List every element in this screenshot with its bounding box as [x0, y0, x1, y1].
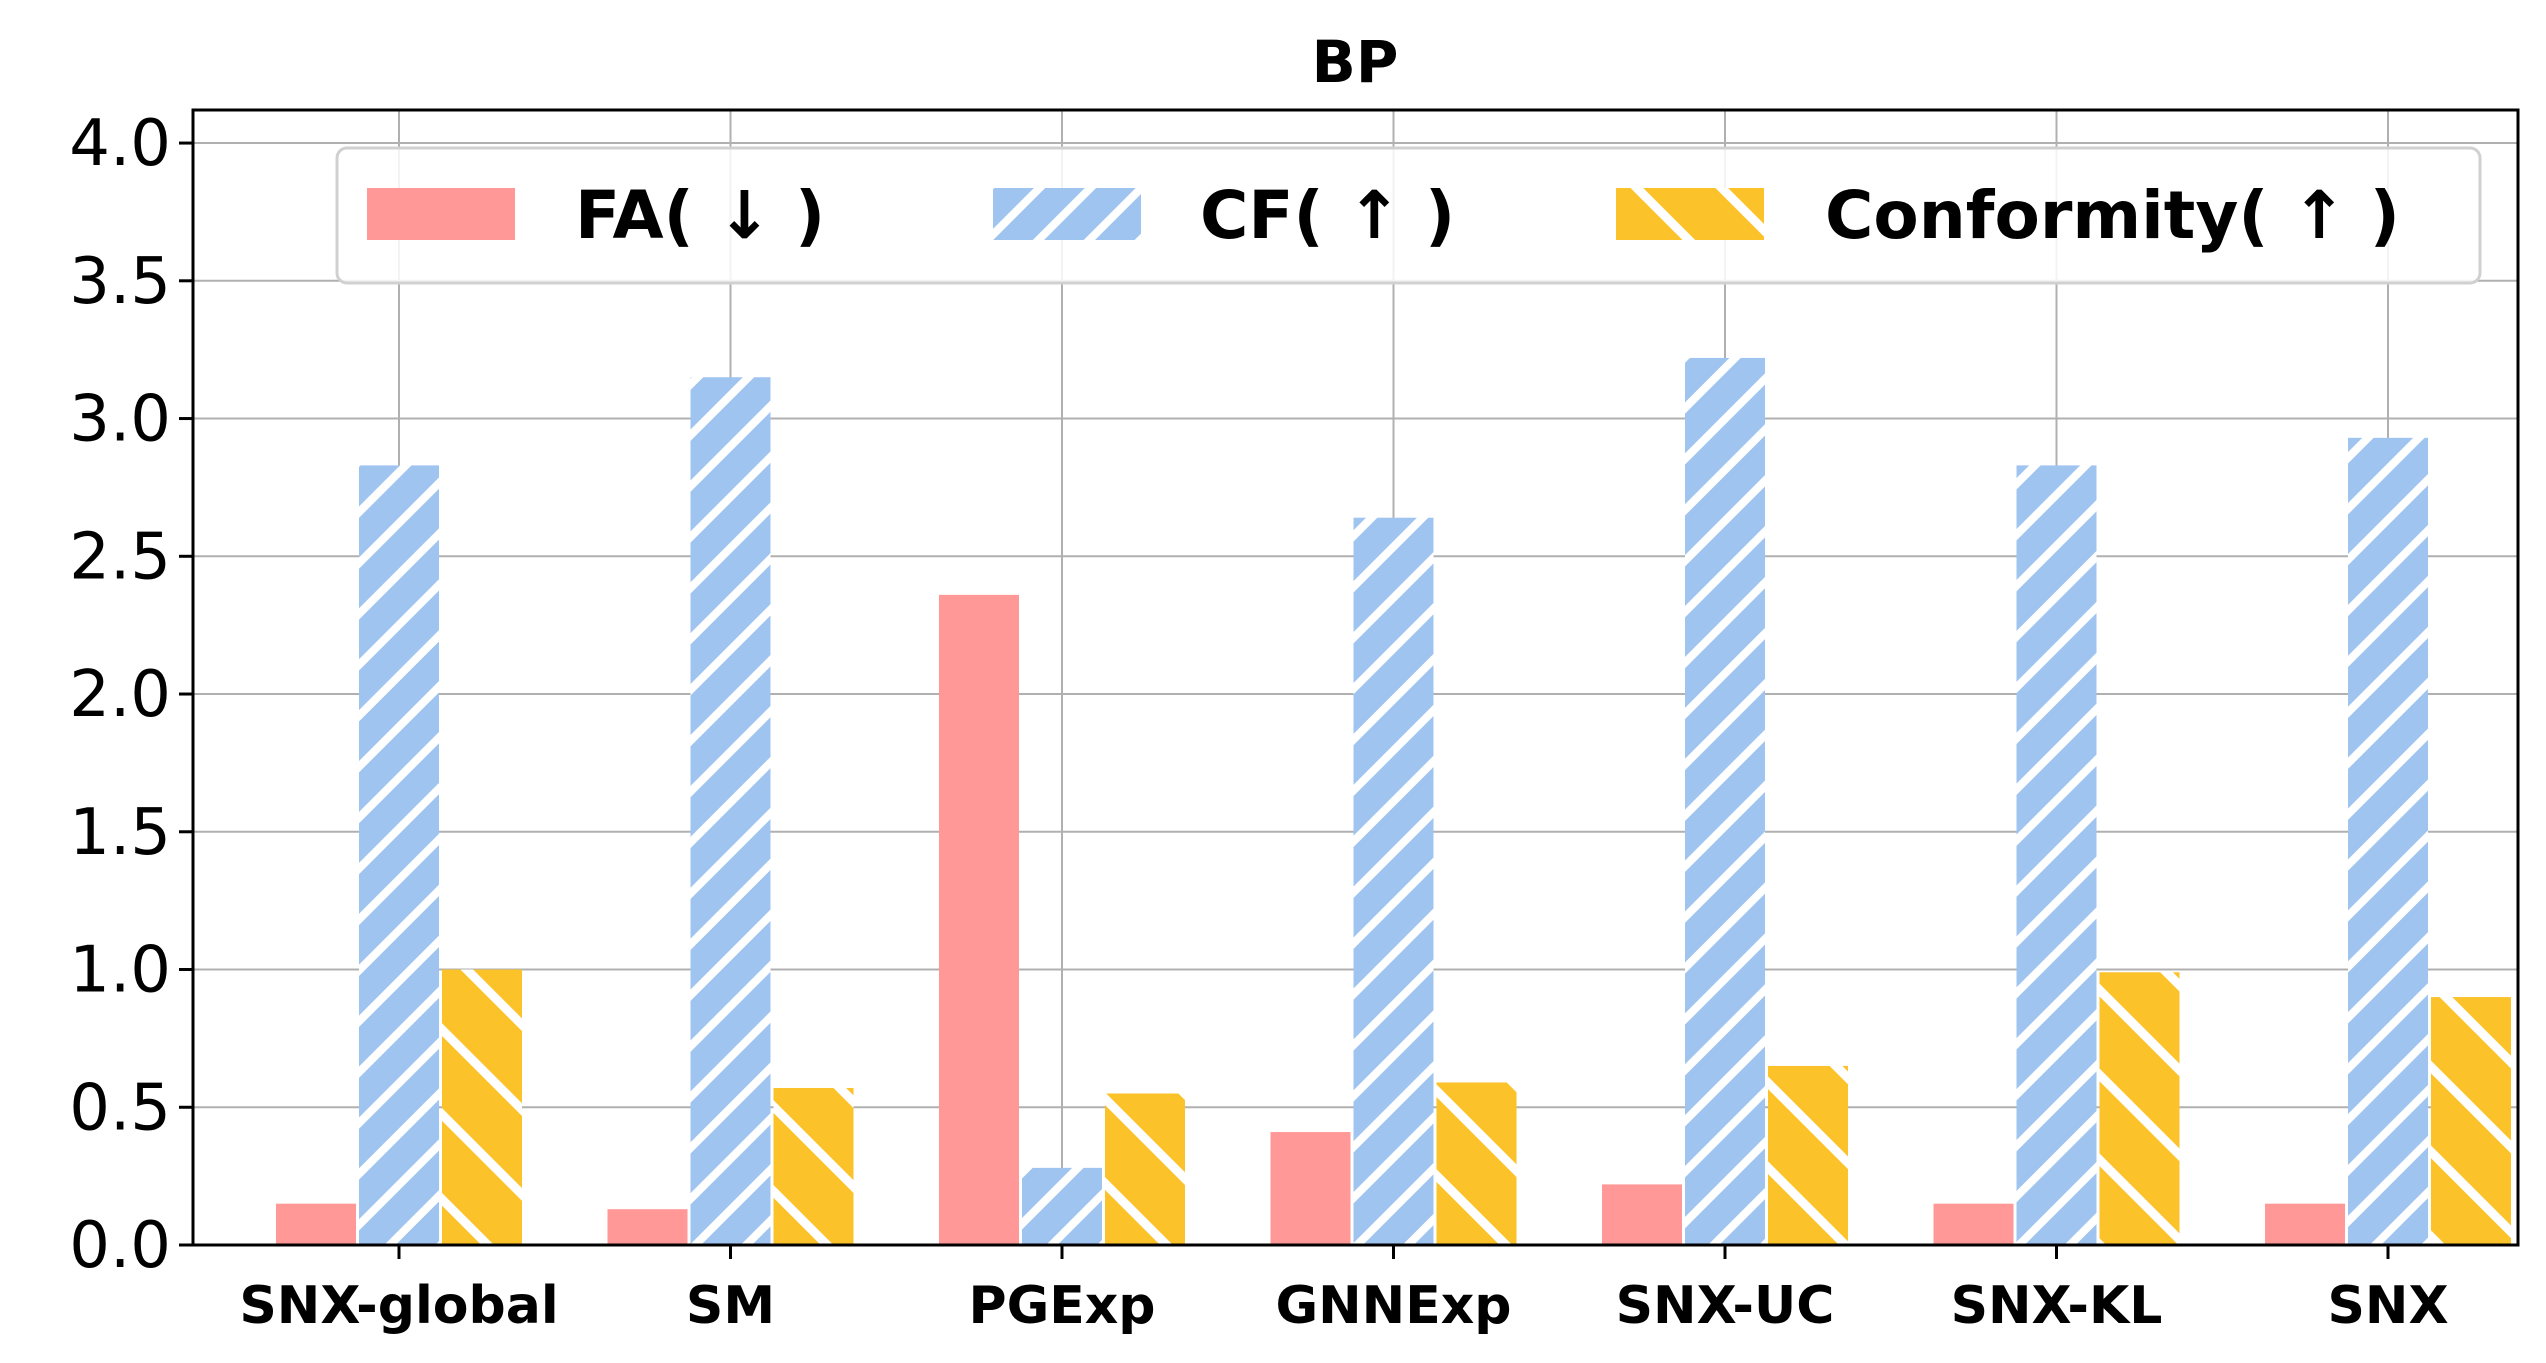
chart-title: BP [1312, 28, 1399, 96]
y-tick-label: 0.5 [69, 1071, 171, 1145]
bar-conformity-snx-kl [2099, 972, 2180, 1245]
y-tick-label: 1.5 [69, 796, 171, 870]
bar-conformity-sm [773, 1087, 854, 1245]
y-tick-label: 2.5 [69, 520, 171, 594]
x-tick-label: SNX [2327, 1276, 2448, 1336]
plot-frame [191, 108, 2520, 1247]
y-axis-ticks: 0.0 0.5 1.0 1.5 2.0 2.5 3.0 3.5 4.0 [69, 107, 193, 1283]
legend-swatch-cf [993, 188, 1141, 240]
y-tick-label: 4.0 [69, 107, 171, 181]
bar-cf-snx-uc [1685, 357, 1765, 1245]
bar-fa-snx [2265, 1203, 2345, 1245]
y-tick-label: 3.5 [69, 245, 171, 319]
bar-conformity-pgexp [1105, 1093, 1185, 1245]
legend-swatch-fa [367, 188, 515, 240]
bar-fa-sm [607, 1209, 688, 1245]
bar-fa-pgexp [939, 594, 1019, 1245]
bar-cf-snx-global [359, 465, 439, 1245]
x-tick-label: GNNExp [1275, 1276, 1511, 1336]
legend-label-fa: FA( ↓ ) [575, 177, 825, 254]
x-tick-label: SNX-global [239, 1276, 558, 1336]
bar-conformity-snx-global [442, 969, 522, 1245]
y-tick-label: 0.0 [69, 1209, 171, 1283]
x-axis-ticks: SNX-global SM PGExp GNNExp SNX-UC SNX-KL SNX [239, 1245, 2449, 1336]
bar-fa-snx-global [276, 1203, 356, 1245]
x-tick-label: SM [686, 1276, 775, 1336]
legend-frame [335, 146, 2482, 285]
bar-fa-snx-kl [1933, 1203, 2014, 1245]
bar-conformity-snx [2431, 997, 2511, 1245]
bar-cf-snx-kl [2016, 465, 2097, 1245]
legend-swatch-conformity [1616, 188, 1764, 240]
bar-fa-gnnexp [1270, 1132, 1351, 1245]
x-tick-label: PGExp [968, 1276, 1155, 1336]
bar-cf-gnnexp [1353, 517, 1434, 1245]
bar-cf-pgexp [1022, 1167, 1102, 1245]
axes [191, 108, 2520, 1247]
legend: FA( ↓ ) CF( ↑ ) Conformity( ↑ ) [335, 146, 2482, 285]
bar-conformity-gnnexp [1436, 1082, 1517, 1245]
x-tick-label: SNX-UC [1616, 1276, 1835, 1336]
legend-label-cf: CF( ↑ ) [1200, 177, 1455, 254]
y-tick-label: 2.0 [69, 658, 171, 732]
bars [276, 357, 2511, 1246]
y-tick-label: 3.0 [69, 383, 171, 457]
bar-fa-snx-uc [1602, 1184, 1682, 1245]
bar-conformity-snx-uc [1768, 1065, 1848, 1245]
bar-cf-sm [690, 377, 771, 1245]
y-tick-label: 1.0 [69, 934, 171, 1008]
x-tick-label: SNX-KL [1951, 1276, 2163, 1336]
legend-label-conformity: Conformity( ↑ ) [1825, 177, 2400, 254]
bar-cf-snx [2348, 437, 2428, 1246]
